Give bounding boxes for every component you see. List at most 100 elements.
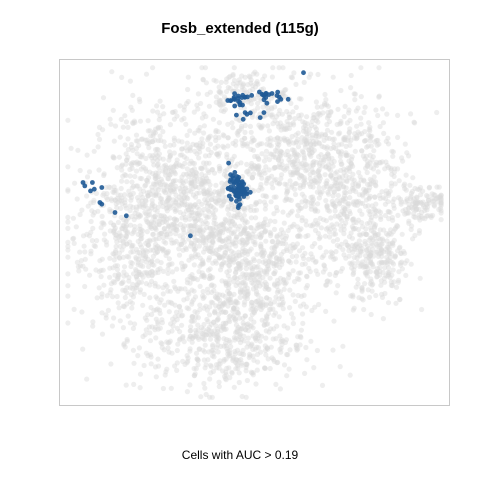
background-cell-point	[232, 274, 238, 281]
background-cell-point	[240, 251, 246, 258]
background-cell-point	[258, 181, 264, 188]
background-cell-point	[164, 231, 170, 237]
background-cell-point	[120, 254, 126, 260]
background-cell-point	[112, 249, 119, 255]
background-cell-point	[338, 181, 344, 187]
background-cell-point	[189, 229, 195, 235]
background-cell-point	[279, 91, 285, 97]
background-cell-point	[200, 185, 206, 191]
background-cell-point	[344, 177, 350, 183]
background-cell-point	[322, 266, 328, 272]
background-cell-point	[223, 356, 229, 362]
background-cell-point	[144, 137, 150, 143]
background-cell-point	[82, 249, 88, 255]
background-cell-point	[65, 254, 71, 260]
background-cell-point	[137, 99, 143, 105]
background-cell-point	[359, 285, 365, 291]
background-cell-point	[378, 246, 384, 252]
background-cell-point	[155, 321, 161, 327]
background-cell-point	[159, 345, 165, 351]
background-cell-point	[135, 211, 141, 218]
background-cell-point	[216, 150, 222, 156]
background-cell-point	[192, 275, 198, 281]
background-cell-point	[132, 210, 138, 216]
background-cell-point	[222, 238, 228, 244]
background-cell-point	[255, 81, 261, 87]
background-cell-point	[288, 74, 294, 80]
background-cell-point	[274, 141, 281, 147]
background-cell-point	[195, 230, 201, 236]
background-cell-point	[209, 282, 215, 288]
background-cell-point	[356, 131, 363, 137]
background-cell-point	[382, 166, 388, 172]
background-cell-point	[130, 160, 136, 166]
background-cell-point	[329, 155, 335, 161]
background-cell-point	[237, 289, 243, 295]
background-cell-point	[103, 194, 109, 201]
background-cell-point	[371, 206, 377, 212]
background-cell-point	[356, 192, 362, 198]
background-cell-point	[315, 168, 322, 174]
background-cell-point	[216, 232, 222, 238]
plot-frame	[59, 59, 450, 406]
background-cell-point	[220, 188, 226, 194]
background-cell-point	[113, 201, 119, 207]
background-cell-point	[118, 214, 124, 221]
background-cell-point	[162, 372, 168, 378]
background-cell-point	[191, 241, 197, 247]
background-cell-point	[132, 173, 138, 180]
background-cell-point	[206, 208, 212, 215]
background-cell-point	[201, 188, 207, 194]
background-cell-point	[145, 212, 151, 218]
background-cell-point	[125, 147, 131, 153]
background-cell-point	[241, 205, 247, 211]
background-cell-point	[108, 361, 114, 367]
highlighted-cell-point	[231, 179, 237, 185]
background-cell-point	[224, 151, 230, 157]
background-cell-point	[210, 240, 216, 246]
background-cell-point	[174, 226, 180, 233]
background-cell-point	[213, 231, 219, 237]
background-cell-point	[154, 146, 160, 152]
background-cell-point	[215, 316, 221, 322]
background-cell-point	[248, 316, 254, 322]
background-cell-point	[310, 115, 316, 121]
background-cell-point	[199, 233, 206, 239]
background-cell-point	[192, 194, 199, 200]
background-cell-point	[366, 208, 372, 214]
background-cell-point	[238, 336, 245, 342]
background-cell-point	[166, 195, 172, 201]
background-cell-point	[134, 151, 140, 157]
background-cell-point	[124, 241, 130, 247]
background-cell-point	[207, 133, 213, 139]
background-cell-point	[82, 283, 88, 290]
background-cell-point	[241, 212, 247, 218]
background-cell-point	[294, 253, 300, 259]
background-cell-point	[147, 295, 153, 301]
background-cell-point	[266, 167, 272, 173]
background-cell-point	[241, 141, 247, 147]
background-cell-point	[290, 172, 296, 178]
background-cell-point	[160, 234, 166, 241]
background-cell-point	[359, 220, 365, 226]
background-cell-point	[179, 215, 185, 221]
background-cell-point	[419, 306, 425, 313]
background-cell-point	[309, 167, 315, 173]
background-cell-point	[325, 225, 331, 231]
background-cell-point	[376, 192, 383, 198]
background-cell-point	[181, 194, 188, 200]
background-cell-point	[183, 191, 189, 197]
background-cell-point	[201, 111, 207, 117]
background-cell-point	[182, 217, 189, 223]
background-cell-point	[271, 165, 277, 171]
background-cell-point	[228, 206, 234, 212]
background-cell-point	[253, 199, 259, 206]
background-cell-point	[298, 293, 305, 299]
background-cell-point	[311, 180, 317, 186]
background-cell-point	[188, 275, 194, 281]
background-cell-point	[280, 166, 286, 172]
background-cell-point	[145, 273, 151, 279]
background-cell-point	[193, 169, 199, 176]
background-cell-point	[309, 135, 315, 141]
background-cell-point	[100, 127, 106, 133]
